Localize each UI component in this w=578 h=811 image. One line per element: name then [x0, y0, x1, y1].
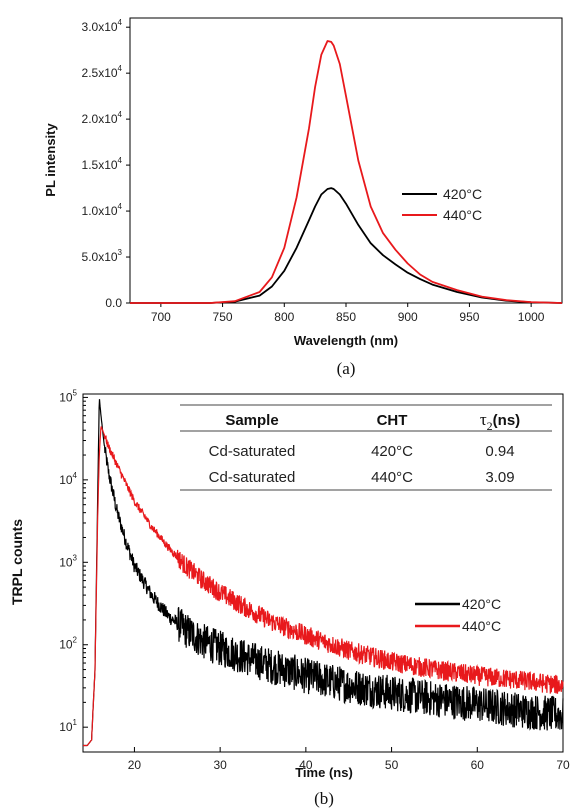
a-ytick-exponent: 4 — [118, 18, 123, 27]
b-ytick-exponent: 3 — [73, 553, 78, 562]
b-ytick-mantissa: 10 — [59, 638, 73, 652]
table-cell-r0-tau: 0.94 — [485, 443, 514, 460]
table-header-tau: τ2(ns) — [480, 410, 520, 433]
tau-unit: (ns) — [493, 412, 521, 429]
a-ytick-label: 2.0x104 — [82, 110, 123, 126]
a-xtick-label: 800 — [274, 310, 294, 324]
panel-b-xlabel: Time (ns) — [295, 765, 353, 780]
b-xtick-label: 20 — [128, 758, 142, 772]
b-ytick-mantissa: 10 — [59, 555, 73, 569]
a-ytick-label: 5.0x103 — [82, 248, 123, 264]
panel-a-caption: (a) — [337, 359, 356, 378]
a-ytick-exponent: 3 — [118, 248, 123, 257]
b-xtick-label: 30 — [213, 758, 227, 772]
panel-b-ylabel: TRPL counts — [9, 519, 25, 605]
a-ytick-mantissa: 3.0x10 — [82, 20, 118, 34]
panel-a-xlabel: Wavelength (nm) — [294, 333, 398, 348]
b-ytick-exponent: 1 — [73, 718, 78, 727]
legend-label-420-b: 420°C — [462, 596, 501, 612]
b-ytick-mantissa: 10 — [59, 473, 73, 487]
legend-label-440: 440°C — [443, 207, 482, 223]
a-ytick-mantissa: 5.0x10 — [82, 250, 118, 264]
b-ytick-label: 102 — [59, 636, 77, 652]
tau-subscript: 2 — [487, 419, 493, 433]
panel-a-frame — [129, 17, 563, 304]
legend-label-420: 420°C — [443, 186, 482, 202]
table-header-sample: Sample — [225, 412, 278, 429]
a-xtick-label: 750 — [213, 310, 233, 324]
panel-b-legend: 420°C 440°C — [415, 596, 501, 634]
b-ytick-exponent: 5 — [73, 388, 78, 397]
a-ytick-label: 0.0 — [105, 296, 122, 310]
a-xtick-label: 1000 — [518, 310, 545, 324]
table-cell-r1-tau: 3.09 — [485, 469, 514, 486]
a-xtick-label: 700 — [151, 310, 171, 324]
a-ytick-exponent: 4 — [118, 64, 123, 73]
b-series-line-0 — [83, 399, 564, 747]
a-ytick-mantissa: 2.5x10 — [82, 66, 118, 80]
b-ytick-exponent: 4 — [73, 471, 78, 480]
b-series-line-1 — [83, 426, 564, 747]
inset-table-bg — [180, 400, 555, 492]
b-xtick-label: 40 — [299, 758, 313, 772]
a-xtick-label: 950 — [459, 310, 479, 324]
panel-a-legend: 420°C 440°C — [402, 186, 482, 223]
b-xtick-label: 50 — [385, 758, 399, 772]
table-cell-r0-cht: 420°C — [371, 443, 413, 460]
b-xtick-label: 60 — [471, 758, 485, 772]
a-series-line-0 — [130, 187, 563, 304]
panel-b-caption: (b) — [314, 789, 334, 808]
b-ytick-label: 101 — [59, 718, 77, 734]
a-ytick-label: 1.0x104 — [82, 202, 123, 218]
a-ytick-exponent: 4 — [118, 156, 123, 165]
table-cell-r1-cht: 440°C — [371, 469, 413, 486]
a-ytick-exponent: 4 — [118, 110, 123, 119]
table-cell-r0-sample: Cd-saturated — [209, 443, 296, 460]
tau-symbol: τ — [480, 410, 487, 429]
b-ytick-mantissa: 10 — [59, 390, 73, 404]
a-ytick-label: 3.0x104 — [82, 18, 123, 34]
a-ytick-mantissa: 2.0x10 — [82, 112, 118, 126]
a-ytick-mantissa: 1.0x10 — [82, 204, 118, 218]
b-ytick-exponent: 2 — [73, 636, 78, 645]
a-ytick-mantissa: 1.5x10 — [82, 158, 118, 172]
table-header-cht: CHT — [377, 412, 408, 429]
a-xtick-label: 900 — [398, 310, 418, 324]
b-xtick-label: 70 — [556, 758, 570, 772]
b-ytick-label: 105 — [59, 388, 77, 404]
a-series-line-1 — [130, 40, 563, 304]
panel-a-ylabel: PL intensity — [43, 123, 58, 197]
panel-b-frame — [82, 393, 564, 753]
a-ytick-exponent: 4 — [118, 202, 123, 211]
legend-label-440-b: 440°C — [462, 618, 501, 634]
panel-a-pl-spectrum: 0.05.0x1031.0x1041.5x1042.0x1042.5x1043.… — [43, 17, 563, 378]
b-ytick-mantissa: 10 — [59, 720, 73, 734]
b-ytick-label: 103 — [59, 553, 77, 569]
inset-table: Sample CHT τ2(ns) Cd-saturated 420°C 0.9… — [180, 400, 555, 492]
table-cell-r1-sample: Cd-saturated — [209, 469, 296, 486]
b-ytick-label: 104 — [59, 471, 77, 487]
a-ytick-label: 1.5x104 — [82, 156, 123, 172]
a-ytick-label: 2.5x104 — [82, 64, 123, 80]
a-xtick-label: 850 — [336, 310, 356, 324]
a-ytick-mantissa: 0.0 — [105, 296, 122, 310]
